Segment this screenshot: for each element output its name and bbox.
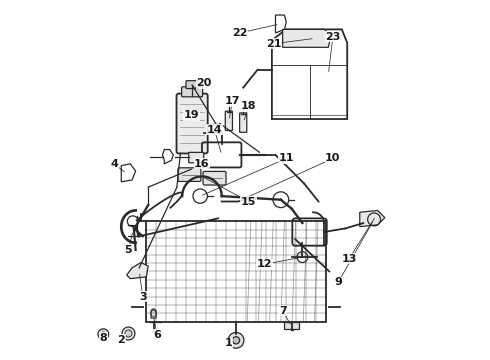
Text: 9: 9 (334, 277, 342, 287)
FancyBboxPatch shape (225, 111, 232, 131)
Text: 7: 7 (279, 306, 287, 316)
FancyBboxPatch shape (178, 168, 201, 181)
FancyBboxPatch shape (189, 152, 204, 163)
Text: 20: 20 (196, 78, 212, 88)
Text: 16: 16 (194, 159, 210, 169)
FancyBboxPatch shape (203, 171, 226, 185)
Polygon shape (126, 262, 148, 279)
Text: 6: 6 (153, 330, 161, 340)
Text: 2: 2 (118, 334, 125, 345)
FancyBboxPatch shape (182, 87, 202, 97)
Text: 3: 3 (139, 292, 147, 302)
Text: 13: 13 (342, 254, 357, 264)
Text: 23: 23 (325, 32, 341, 41)
Polygon shape (285, 321, 299, 329)
Text: 8: 8 (99, 333, 107, 343)
Text: 11: 11 (278, 153, 294, 163)
FancyBboxPatch shape (186, 81, 198, 89)
Text: 1: 1 (225, 338, 233, 348)
Circle shape (232, 337, 240, 344)
Text: 19: 19 (183, 111, 199, 121)
Text: 5: 5 (124, 245, 132, 255)
Text: 4: 4 (110, 159, 118, 169)
Text: 22: 22 (232, 28, 247, 38)
Text: 18: 18 (241, 102, 256, 112)
FancyBboxPatch shape (240, 113, 247, 132)
Circle shape (125, 330, 132, 337)
FancyBboxPatch shape (176, 94, 208, 153)
Text: 21: 21 (266, 39, 281, 49)
Polygon shape (360, 211, 385, 226)
Circle shape (98, 329, 109, 339)
Text: 10: 10 (325, 153, 341, 163)
Polygon shape (283, 30, 331, 47)
Circle shape (101, 332, 106, 337)
Text: 14: 14 (207, 125, 222, 135)
Circle shape (122, 327, 135, 340)
Polygon shape (151, 309, 156, 318)
Text: 15: 15 (241, 197, 256, 207)
Text: 12: 12 (257, 259, 272, 269)
Bar (147, 221, 326, 321)
Circle shape (228, 332, 244, 348)
Text: 17: 17 (225, 96, 240, 106)
